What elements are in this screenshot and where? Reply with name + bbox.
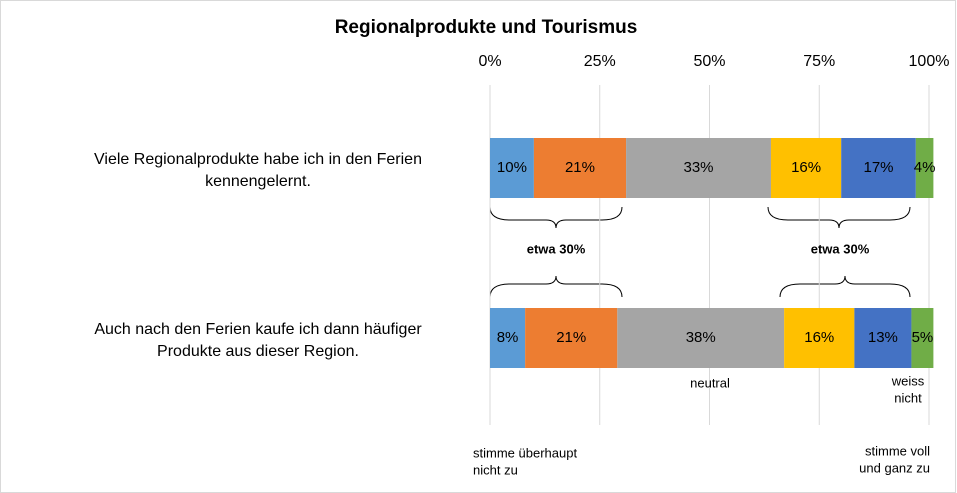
x-tick-label: 100% [909,53,950,70]
value-label: 13% [868,329,898,346]
annotation: etwa 30% [811,241,870,256]
annotation: stimme überhaupt [473,445,577,460]
value-label: 16% [804,329,834,346]
bar-segment [626,138,771,198]
value-label: 33% [684,159,714,176]
chart-title: Regionalprodukte und Tourismus [335,17,638,38]
bar-segment [915,138,934,198]
annotation: nicht [894,390,922,405]
value-label: 38% [686,329,716,346]
brace [489,206,623,229]
braces [489,206,911,298]
bar-segment [533,138,627,198]
brace [767,206,911,229]
value-label: 21% [556,329,586,346]
bar-segment [854,308,912,368]
annotation: nicht zu [473,462,518,477]
annotation: und ganz zu [859,460,930,475]
value-label: 5% [912,329,934,346]
annotation: weiss [891,373,925,388]
value-label: 16% [791,159,821,176]
bar-segment [525,308,618,368]
x-tick-label: 75% [803,53,835,70]
category-label: Viele Regionalprodukte habe ich in den F… [94,151,422,168]
brace [779,275,911,298]
category-label: Auch nach den Ferien kaufe ich dann häuf… [94,321,422,338]
bar-segment [490,308,526,368]
bar-segment [490,138,534,198]
value-label: 8% [497,329,519,346]
x-tick-label: 25% [584,53,616,70]
x-tick-label: 50% [693,53,725,70]
value-label: 4% [914,159,936,176]
bar-segment [770,138,842,198]
annotation: stimme voll [865,443,930,458]
bar-segment [617,308,785,368]
value-label: 10% [497,159,527,176]
value-label: 21% [565,159,595,176]
value-label: 17% [863,159,893,176]
bar-segment [784,308,855,368]
category-label: Produkte aus dieser Region. [157,343,359,360]
brace [489,275,623,298]
bar-segment [911,308,934,368]
annotation: neutral [690,375,730,390]
annotation: etwa 30% [527,241,586,256]
category-label: kennengelernt. [205,173,311,190]
bar-segment [841,138,916,198]
x-tick-label: 0% [478,53,501,70]
